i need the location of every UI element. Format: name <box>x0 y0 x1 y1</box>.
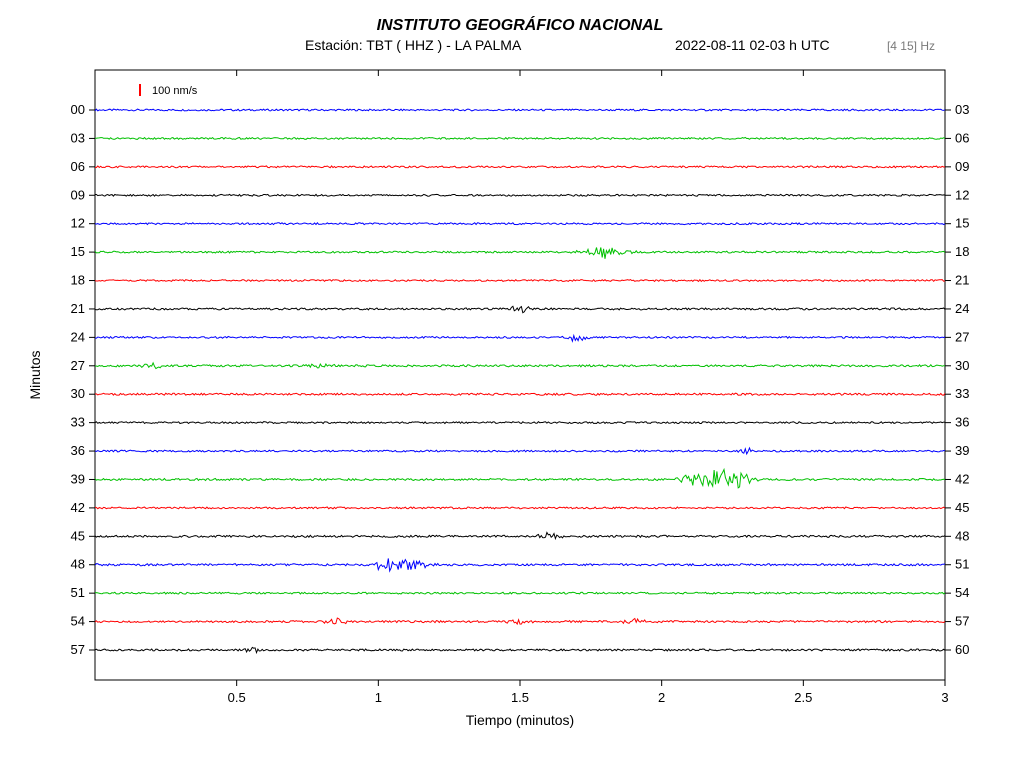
row-label-right: 48 <box>955 528 969 543</box>
row-label-right: 36 <box>955 415 969 430</box>
seismic-trace <box>95 336 945 342</box>
seismic-trace <box>95 223 945 225</box>
x-tick-label: 1.5 <box>511 690 529 705</box>
row-label-right: 57 <box>955 614 969 629</box>
row-label-right: 03 <box>955 102 969 117</box>
row-label-right: 15 <box>955 216 969 231</box>
row-label-left: 42 <box>71 500 85 515</box>
row-label-left: 00 <box>71 102 85 117</box>
row-label-right: 24 <box>955 301 969 316</box>
row-label-right: 27 <box>955 329 969 344</box>
seismic-trace <box>95 647 945 652</box>
row-label-left: 57 <box>71 642 85 657</box>
row-label-right: 21 <box>955 273 969 288</box>
window-label: 2022-08-11 02-03 h UTC <box>675 37 830 53</box>
row-label-right: 45 <box>955 500 969 515</box>
row-label-left: 33 <box>71 415 85 430</box>
row-label-right: 39 <box>955 443 969 458</box>
row-label-left: 15 <box>71 244 85 259</box>
x-tick-label: 2 <box>658 690 665 705</box>
seismic-trace <box>95 507 945 509</box>
x-tick-label: 0.5 <box>228 690 246 705</box>
row-label-left: 45 <box>71 528 85 543</box>
seismic-trace <box>95 393 945 395</box>
seismic-trace <box>95 280 945 282</box>
row-label-left: 51 <box>71 585 85 600</box>
seismic-trace <box>95 194 945 196</box>
seismic-trace <box>95 422 945 424</box>
row-label-right: 18 <box>955 244 969 259</box>
station-label: Estación: TBT ( HHZ ) - LA PALMA <box>305 37 522 53</box>
seismic-trace <box>95 618 945 624</box>
seismic-trace <box>95 592 945 594</box>
seismic-trace <box>95 138 945 140</box>
seismic-trace <box>95 558 945 571</box>
row-label-left: 06 <box>71 159 85 174</box>
seismic-trace <box>95 470 945 488</box>
row-label-right: 06 <box>955 130 969 145</box>
row-label-left: 36 <box>71 443 85 458</box>
row-label-left: 39 <box>71 471 85 486</box>
seismic-trace <box>95 533 945 539</box>
seismic-trace <box>95 306 945 312</box>
y-axis-label: Minutos <box>27 350 43 399</box>
row-label-left: 21 <box>71 301 85 316</box>
chart-svg: INSTITUTO GEOGRÁFICO NACIONAL Estación: T… <box>0 0 1025 768</box>
seismic-trace <box>95 363 945 369</box>
row-label-left: 27 <box>71 358 85 373</box>
row-label-left: 03 <box>71 130 85 145</box>
row-label-left: 12 <box>71 216 85 231</box>
x-axis-label: Tiempo (minutos) <box>466 712 574 728</box>
row-label-right: 09 <box>955 159 969 174</box>
seismic-trace <box>95 248 945 259</box>
row-label-left: 18 <box>71 273 85 288</box>
seismic-trace <box>95 448 945 454</box>
title-main: INSTITUTO GEOGRÁFICO NACIONAL <box>377 15 664 34</box>
row-label-right: 12 <box>955 187 969 202</box>
scale-marker-label: 100 nm/s <box>152 85 198 97</box>
row-label-left: 09 <box>71 187 85 202</box>
row-label-right: 42 <box>955 471 969 486</box>
seismogram-chart: INSTITUTO GEOGRÁFICO NACIONAL Estación: T… <box>0 0 1025 768</box>
row-label-right: 54 <box>955 585 969 600</box>
filter-label: [4 15] Hz <box>887 39 935 53</box>
row-label-left: 48 <box>71 557 85 572</box>
row-label-left: 24 <box>71 329 85 344</box>
seismic-trace <box>95 109 945 111</box>
row-label-right: 30 <box>955 358 969 373</box>
x-tick-label: 1 <box>375 690 382 705</box>
x-tick-label: 2.5 <box>794 690 812 705</box>
row-label-left: 30 <box>71 386 85 401</box>
row-label-left: 54 <box>71 614 85 629</box>
plot-border <box>95 70 945 680</box>
row-label-right: 33 <box>955 386 969 401</box>
seismic-trace <box>95 166 945 168</box>
x-tick-label: 3 <box>941 690 948 705</box>
row-label-right: 60 <box>955 642 969 657</box>
row-label-right: 51 <box>955 557 969 572</box>
